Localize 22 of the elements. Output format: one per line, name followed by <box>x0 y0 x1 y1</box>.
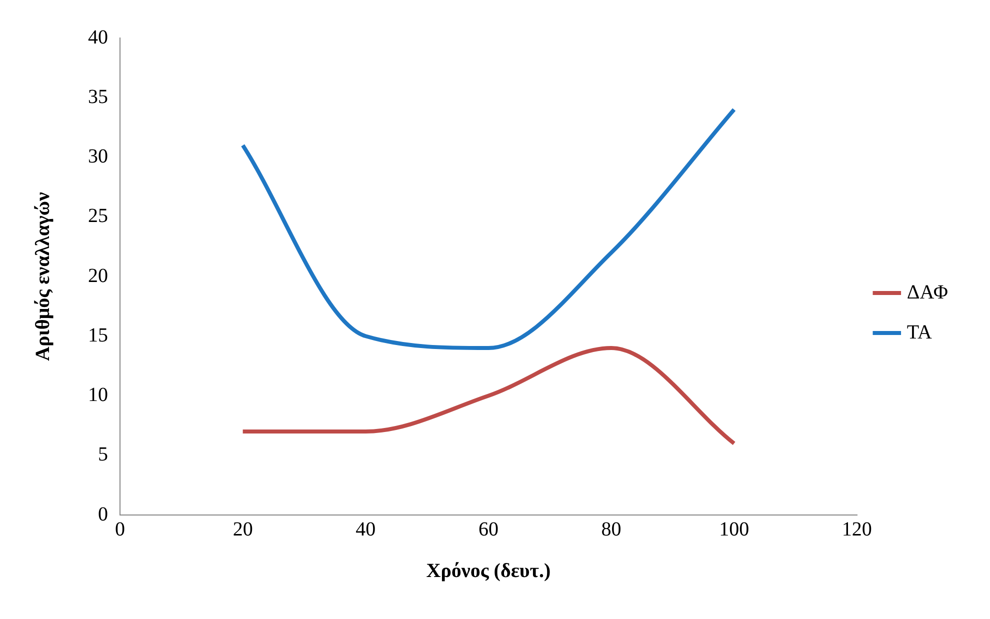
y-tick-label: 15 <box>88 324 108 346</box>
x-axis-title: Χρόνος (δευτ.) <box>426 560 551 582</box>
y-tick-label: 25 <box>88 205 108 228</box>
y-tick-label: 35 <box>88 86 108 108</box>
x-tick-label: 100 <box>719 518 750 540</box>
line-series <box>240 108 736 350</box>
line-series <box>240 346 736 446</box>
y-tick-label: 10 <box>88 384 108 406</box>
x-tick-label: 80 <box>601 518 622 540</box>
y-tick-label: 40 <box>88 26 108 48</box>
y-tick-label: 20 <box>88 264 108 287</box>
x-tick-label: 120 <box>842 518 872 540</box>
legend-label: ΔΑΦ <box>906 281 948 304</box>
y-axis-title: Αριθμός εναλλαγών <box>32 192 54 361</box>
y-tick-label: 0 <box>98 503 108 526</box>
x-tick-label: 0 <box>115 518 125 540</box>
x-tick-label: 60 <box>478 518 498 540</box>
legend-label: ΤΑ <box>906 321 933 344</box>
y-tick-label: 30 <box>88 146 108 168</box>
x-tick-label: 20 <box>232 518 253 540</box>
y-tick-label: 5 <box>98 444 108 466</box>
x-tick-label: 40 <box>356 518 376 540</box>
